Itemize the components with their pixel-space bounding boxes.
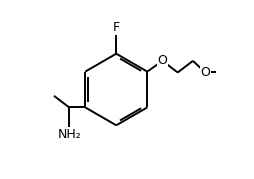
Text: O: O [157, 54, 167, 67]
Text: O: O [200, 66, 210, 79]
Text: NH₂: NH₂ [57, 128, 81, 141]
Text: F: F [113, 21, 120, 34]
